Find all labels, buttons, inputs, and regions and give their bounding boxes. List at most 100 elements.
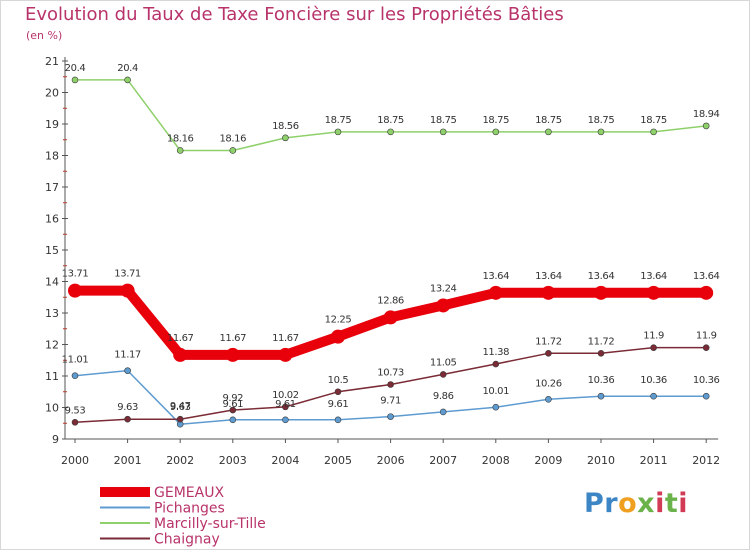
data-label: 18.75 <box>535 115 562 126</box>
data-label: 10.36 <box>640 375 667 386</box>
data-label: 13.64 <box>535 271 562 282</box>
data-point <box>124 76 131 84</box>
data-label: 9.61 <box>328 399 349 410</box>
data-label: 11.72 <box>535 336 562 347</box>
data-point <box>594 285 608 300</box>
x-tick-label: 2006 <box>377 454 405 467</box>
data-label: 9.61 <box>275 399 296 410</box>
logo-part: o <box>618 488 638 519</box>
data-label: 11.67 <box>219 333 246 344</box>
data-label: 18.16 <box>219 133 246 144</box>
data-label: 13.71 <box>114 269 141 280</box>
data-label: 9.71 <box>380 396 401 407</box>
logo-part: i <box>655 488 665 519</box>
data-label: 11.38 <box>482 347 509 358</box>
logo-part: i <box>678 488 689 519</box>
data-label: 13.24 <box>430 283 457 294</box>
x-tick-label: 2007 <box>429 454 457 467</box>
data-point <box>282 416 289 424</box>
data-point <box>597 350 605 357</box>
data-label: 9.47 <box>170 401 191 412</box>
data-point <box>597 392 605 400</box>
data-label: 9.86 <box>433 391 454 402</box>
logo-part: x <box>637 488 656 519</box>
x-tick-label: 2004 <box>271 454 299 467</box>
data-point <box>545 396 552 403</box>
data-label: 13.64 <box>640 271 667 282</box>
data-label: 11.9 <box>643 331 664 342</box>
data-point <box>383 310 398 325</box>
y-tick-label: 15 <box>45 244 59 257</box>
data-point <box>229 147 237 154</box>
data-point <box>650 344 657 351</box>
data-label: 10.36 <box>693 375 720 386</box>
data-label: 18.94 <box>693 109 720 120</box>
data-point <box>488 285 503 300</box>
y-tick-label: 13 <box>45 307 59 320</box>
x-tick-label: 2000 <box>61 454 89 467</box>
data-point <box>650 392 657 400</box>
y-tick-label: 16 <box>45 213 59 226</box>
data-label: 9.53 <box>65 405 86 416</box>
data-label: 18.75 <box>588 115 615 126</box>
data-label: 11.9 <box>696 331 717 342</box>
data-label: 12.25 <box>325 315 352 326</box>
y-tick-label: 20 <box>45 87 59 100</box>
data-label: 10.02 <box>272 390 299 401</box>
x-tick-label: 2012 <box>692 454 720 467</box>
logo-part: Pr <box>584 488 619 519</box>
data-point <box>541 285 556 300</box>
y-tick-label: 9 <box>52 433 59 446</box>
data-label: 18.75 <box>640 115 667 126</box>
data-label: 10.36 <box>588 375 615 386</box>
data-label: 10.26 <box>535 378 562 389</box>
series-layer <box>68 76 714 428</box>
data-point <box>387 413 394 420</box>
data-label: 9.92 <box>222 393 243 404</box>
data-point <box>229 416 237 424</box>
axes: 9 10 11 12 13 14 15 16 17 18 19 20 21 2000 2001 2002 200… <box>45 55 720 467</box>
data-label: 18.75 <box>325 115 352 126</box>
y-tick-label: 18 <box>45 150 59 163</box>
data-point <box>492 128 500 136</box>
x-tick-label: 2002 <box>166 454 194 467</box>
data-label: 18.16 <box>167 133 194 144</box>
data-point <box>439 128 447 136</box>
proxiti-logo: Proxiti <box>584 488 688 519</box>
x-tick-label: 2008 <box>482 454 510 467</box>
data-point <box>225 347 240 362</box>
data-point <box>282 403 289 411</box>
data-point <box>702 344 710 351</box>
data-point <box>71 372 79 379</box>
x-tick-label: 2010 <box>587 454 615 467</box>
y-tick-label: 10 <box>45 402 59 415</box>
data-label: 18.56 <box>272 121 299 132</box>
data-point <box>120 283 135 298</box>
data-label: 11.17 <box>114 350 141 361</box>
data-label: 11.67 <box>272 333 299 344</box>
data-point <box>176 415 184 423</box>
data-label: 13.71 <box>62 269 89 280</box>
data-point <box>650 128 657 136</box>
data-point <box>331 329 345 344</box>
data-point <box>173 347 188 362</box>
data-point <box>492 403 500 411</box>
logo-part: t <box>664 488 679 519</box>
data-point <box>597 128 605 136</box>
legend: GEMEAUXPichangesMarcilly-sur-TilleChaign… <box>100 485 266 548</box>
x-tick-label: 2001 <box>114 454 142 467</box>
x-tick-label: 2005 <box>324 454 352 467</box>
y-tick-label: 11 <box>45 370 59 383</box>
data-point <box>439 371 447 378</box>
data-label: 18.75 <box>430 115 457 126</box>
data-label: 11.67 <box>167 333 194 344</box>
data-point <box>71 76 79 84</box>
data-label: 10.01 <box>482 386 509 397</box>
data-label: 9.63 <box>170 402 191 413</box>
data-label: 10.73 <box>377 368 404 379</box>
legend-label: Pichanges <box>154 501 225 517</box>
data-point <box>387 381 394 388</box>
y-tick-label: 19 <box>45 118 59 131</box>
data-label: 18.75 <box>482 115 509 126</box>
